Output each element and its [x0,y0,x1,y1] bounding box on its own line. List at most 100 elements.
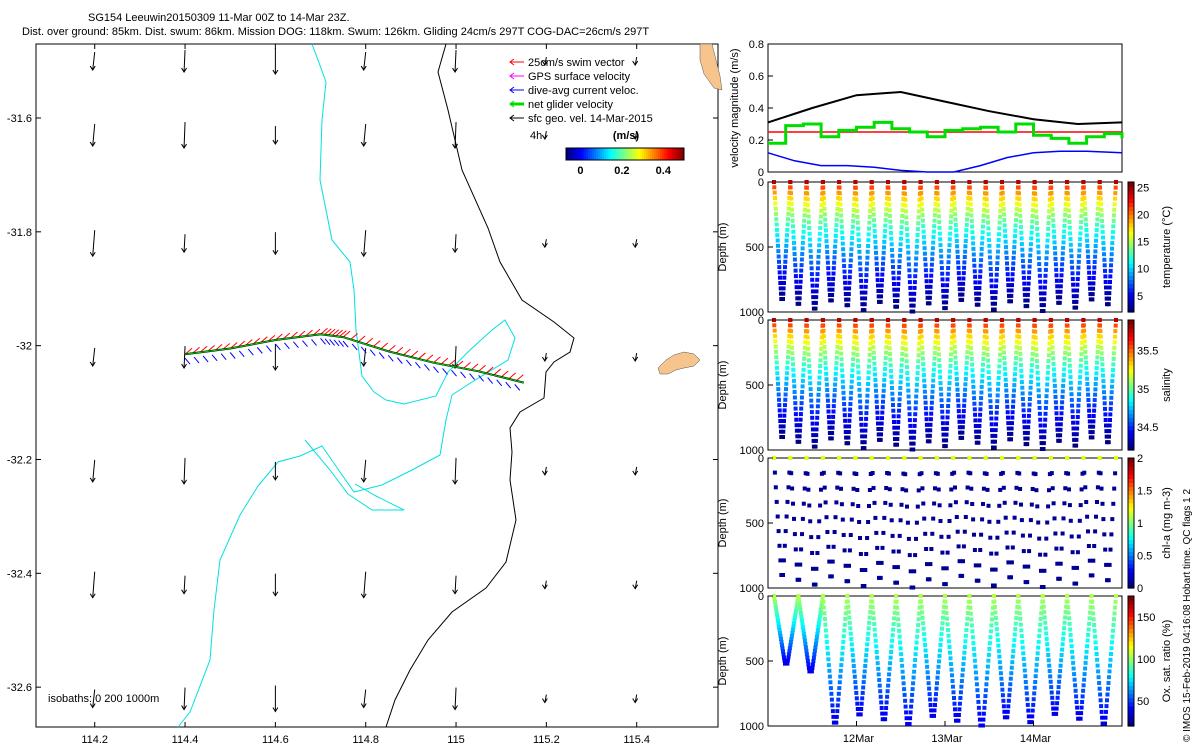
profile-point [1062,361,1067,366]
profile-point [849,637,854,642]
profile-point [952,196,957,201]
profile-point [1063,212,1068,217]
profile-point [851,213,856,218]
profile-point [1012,638,1017,643]
profile-point [924,653,929,658]
profile-point [879,283,884,288]
profile-point [785,222,790,227]
profile-point [905,238,910,243]
profile-point [940,421,945,426]
dive-avg-current-vector [184,357,191,365]
profile-point [1061,372,1066,377]
profile-point [988,629,993,634]
profile-point [883,367,887,371]
profile-point [923,262,928,267]
profile-point [933,486,937,491]
profile-point [875,410,880,415]
profile-point [916,347,921,352]
profile-point [865,261,870,266]
profile-point [967,185,972,190]
profile-point [875,661,880,666]
colorbar-cell [636,148,639,160]
profile-point [888,661,893,666]
profile-point [882,239,887,244]
profile-point [909,698,914,703]
profile-point [932,218,937,223]
profile-point [1083,212,1088,216]
profile-point [917,341,922,346]
profile-point [839,657,844,662]
profile-point [1026,425,1031,430]
profile-point [918,180,923,184]
profile-point [925,295,930,300]
profile-point [923,531,928,536]
profile-point [903,472,908,477]
profile-point [879,289,884,293]
profile-point [850,362,855,367]
profile-point [1035,364,1040,369]
dive-avg-current-vector [405,359,412,367]
profile-point [895,565,900,570]
profile-point [973,280,978,285]
profile-point [961,419,966,424]
profile-point [1093,529,1098,534]
profile-point [966,339,971,344]
profile-point [871,201,875,206]
section-colorbar-cell [1128,259,1134,264]
profile-point [1059,405,1064,410]
profile-point [961,414,966,419]
profile-point [1004,255,1009,260]
profile-point [807,503,812,508]
profile-point [1045,647,1050,652]
profile-point [955,255,960,259]
profile-point [1111,623,1116,627]
profile-point [846,435,851,440]
profile-point [972,396,977,401]
profile-point [822,212,827,217]
profile-point [1075,711,1080,716]
section-colorbar-cell [1128,291,1134,297]
profile-point [1053,256,1058,261]
profile-point [1020,247,1025,252]
profile-point [797,296,802,301]
profile-point [931,373,936,378]
profile-point [814,566,819,571]
profile-point [880,405,885,410]
section-y-tick-label: 500 [746,518,764,530]
section-colorbar-cell [1128,713,1134,719]
profile-point [924,547,929,551]
profile-point [1040,594,1045,598]
profile-point [806,666,811,670]
profile-point [1084,222,1089,227]
geo-velocity-arrow [183,575,186,594]
profile-point [827,674,832,679]
profile-point [870,323,874,328]
geo-velocity-arrow [454,346,457,369]
profile-point [1021,402,1026,407]
profile-point [1068,518,1073,523]
profile-point [820,180,825,184]
section-colorbar-cell [1128,255,1134,260]
profile-point [1098,692,1103,697]
profile-point [1058,295,1063,300]
profile-point [1032,456,1037,460]
profile-point [1050,350,1055,355]
profile-point [846,579,851,584]
profile-point [1038,622,1043,627]
profile-point [1086,627,1091,632]
profile-point [940,271,945,276]
swim-vector [395,346,404,354]
colorbar-cell [628,148,631,160]
profile-point [992,445,997,450]
colorbar-cell [672,148,675,160]
profile-point [981,351,986,356]
profile-point [1036,256,1041,261]
profile-point [852,340,857,345]
profile-point [782,419,786,423]
profile-point [906,256,911,261]
profile-point [1078,716,1083,721]
profile-point [1096,206,1100,211]
profile-point [910,687,915,692]
section-colorbar-cell [1128,226,1134,232]
